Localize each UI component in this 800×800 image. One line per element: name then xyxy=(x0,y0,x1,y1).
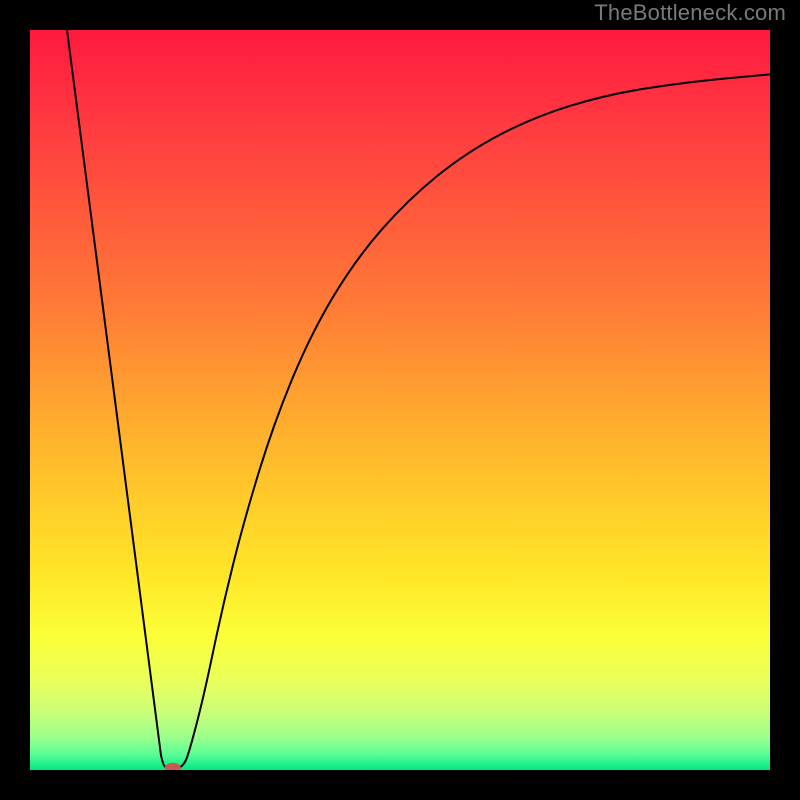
plot-background xyxy=(30,30,770,770)
plot-svg xyxy=(30,30,770,770)
watermark-text: TheBottleneck.com xyxy=(594,0,786,26)
plot-area xyxy=(30,30,770,770)
chart-container: TheBottleneck.com xyxy=(0,0,800,800)
